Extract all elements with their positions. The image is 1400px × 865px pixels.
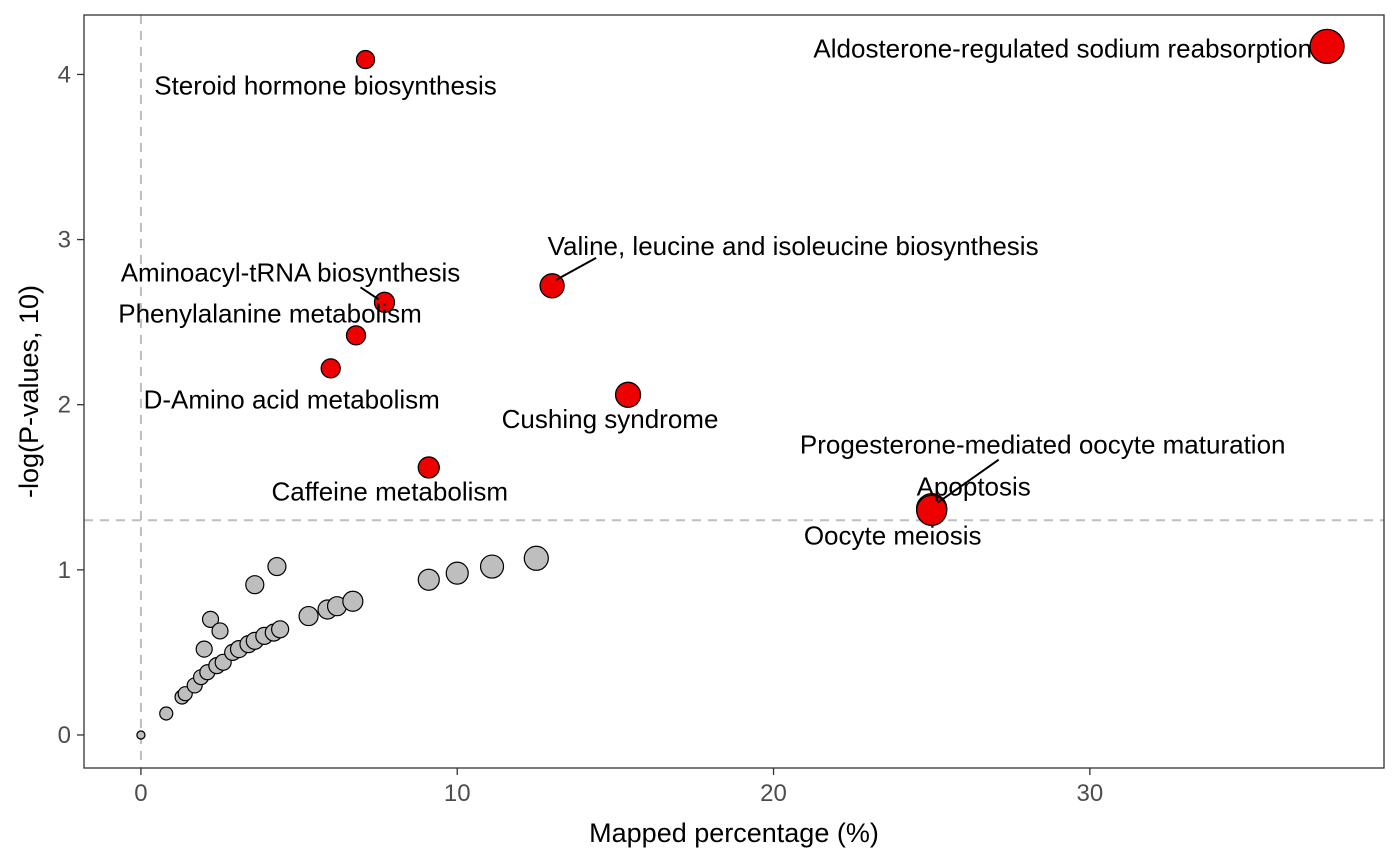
x-tick-label-10: 10: [444, 780, 471, 807]
point-nonsig-11: [211, 622, 229, 640]
point-nonsig-20: [267, 556, 287, 577]
point-nonsig-25: [342, 590, 364, 612]
non-significant-points: [136, 545, 549, 740]
x-tick-label-20: 20: [760, 780, 787, 807]
point-labels: Aldosterone-regulated sodium reabsorptio…: [118, 33, 1312, 550]
panel-border: [83, 14, 1385, 769]
y-axis-title: -log(P-values, 10): [14, 285, 44, 498]
y-tick-label-2: 2: [58, 392, 71, 419]
point-nonsig-21: [271, 620, 290, 639]
leader-valine-leucine-and-isoleucine-biosynthesis: [555, 256, 597, 281]
point-phenylalanine-metabolism: [345, 325, 367, 346]
point-nonsig-29: [523, 545, 549, 571]
point-nonsig-22: [298, 605, 319, 627]
point-nonsig-28: [479, 554, 505, 579]
point-nonsig-1: [136, 730, 146, 740]
label-oocyte-meiosis: Oocyte meiosis: [804, 520, 982, 550]
label-leader-lines: [359, 256, 1000, 504]
label-valine-leucine-and-isoleucine-biosynthesis: Valine, leucine and isoleucine biosynthe…: [548, 231, 1039, 261]
leader-progesterone-mediated-oocyte-maturation: [937, 458, 1000, 504]
y-tick-label-4: 4: [58, 61, 71, 88]
point-nonsig-27: [445, 561, 469, 585]
point-cushing-syndrome: [614, 381, 642, 408]
leader-aminoacyl-trna-biosynthesis: [359, 286, 380, 301]
y-tick-label-1: 1: [58, 557, 71, 584]
label-steroid-hormone-biosynthesis: Steroid hormone biosynthesis: [154, 71, 497, 101]
label-aminoacyl-trna-biosynthesis: Aminoacyl-tRNA biosynthesis: [121, 257, 461, 287]
label-d-amino-acid-metabolism: D-Amino acid metabolism: [144, 384, 440, 414]
y-axis-ticks: 0 1 2 3 4: [58, 61, 84, 749]
label-cushing-syndrome: Cushing syndrome: [502, 404, 719, 434]
point-nonsig-17: [245, 575, 265, 595]
point-steroid-hormone-biosynthesis: [355, 49, 376, 70]
x-axis-ticks: 0 10 20 30: [134, 768, 1103, 807]
label-progesterone-mediated-oocyte-maturation: Progesterone-mediated oocyte maturation: [800, 430, 1286, 460]
y-tick-label-3: 3: [58, 227, 71, 254]
x-tick-label-30: 30: [1076, 780, 1103, 807]
threshold-lines: [84, 15, 1384, 768]
point-nonsig-26: [417, 568, 440, 591]
point-nonsig-2: [159, 706, 174, 721]
label-apoptosis: Apoptosis: [917, 472, 1031, 502]
point-nonsig-7: [195, 640, 213, 658]
point-caffeine-metabolism: [417, 456, 440, 479]
x-axis-title: Mapped percentage (%): [589, 818, 879, 848]
label-caffeine-metabolism: Caffeine metabolism: [272, 476, 509, 506]
x-tick-label-0: 0: [134, 780, 147, 807]
y-tick-label-0: 0: [58, 722, 71, 749]
label-phenylalanine-metabolism: Phenylalanine metabolism: [118, 298, 422, 328]
label-aldosterone-regulated-sodium-reabsorption: Aldosterone-regulated sodium reabsorptio…: [813, 33, 1312, 63]
point-nonsig-9: [201, 610, 220, 628]
point-d-amino-acid-metabolism: [320, 358, 341, 379]
point-aminoacyl-trna-biosynthesis: [373, 291, 396, 313]
point-aldosterone-regulated-sodium-reabsorption: [1309, 28, 1345, 65]
